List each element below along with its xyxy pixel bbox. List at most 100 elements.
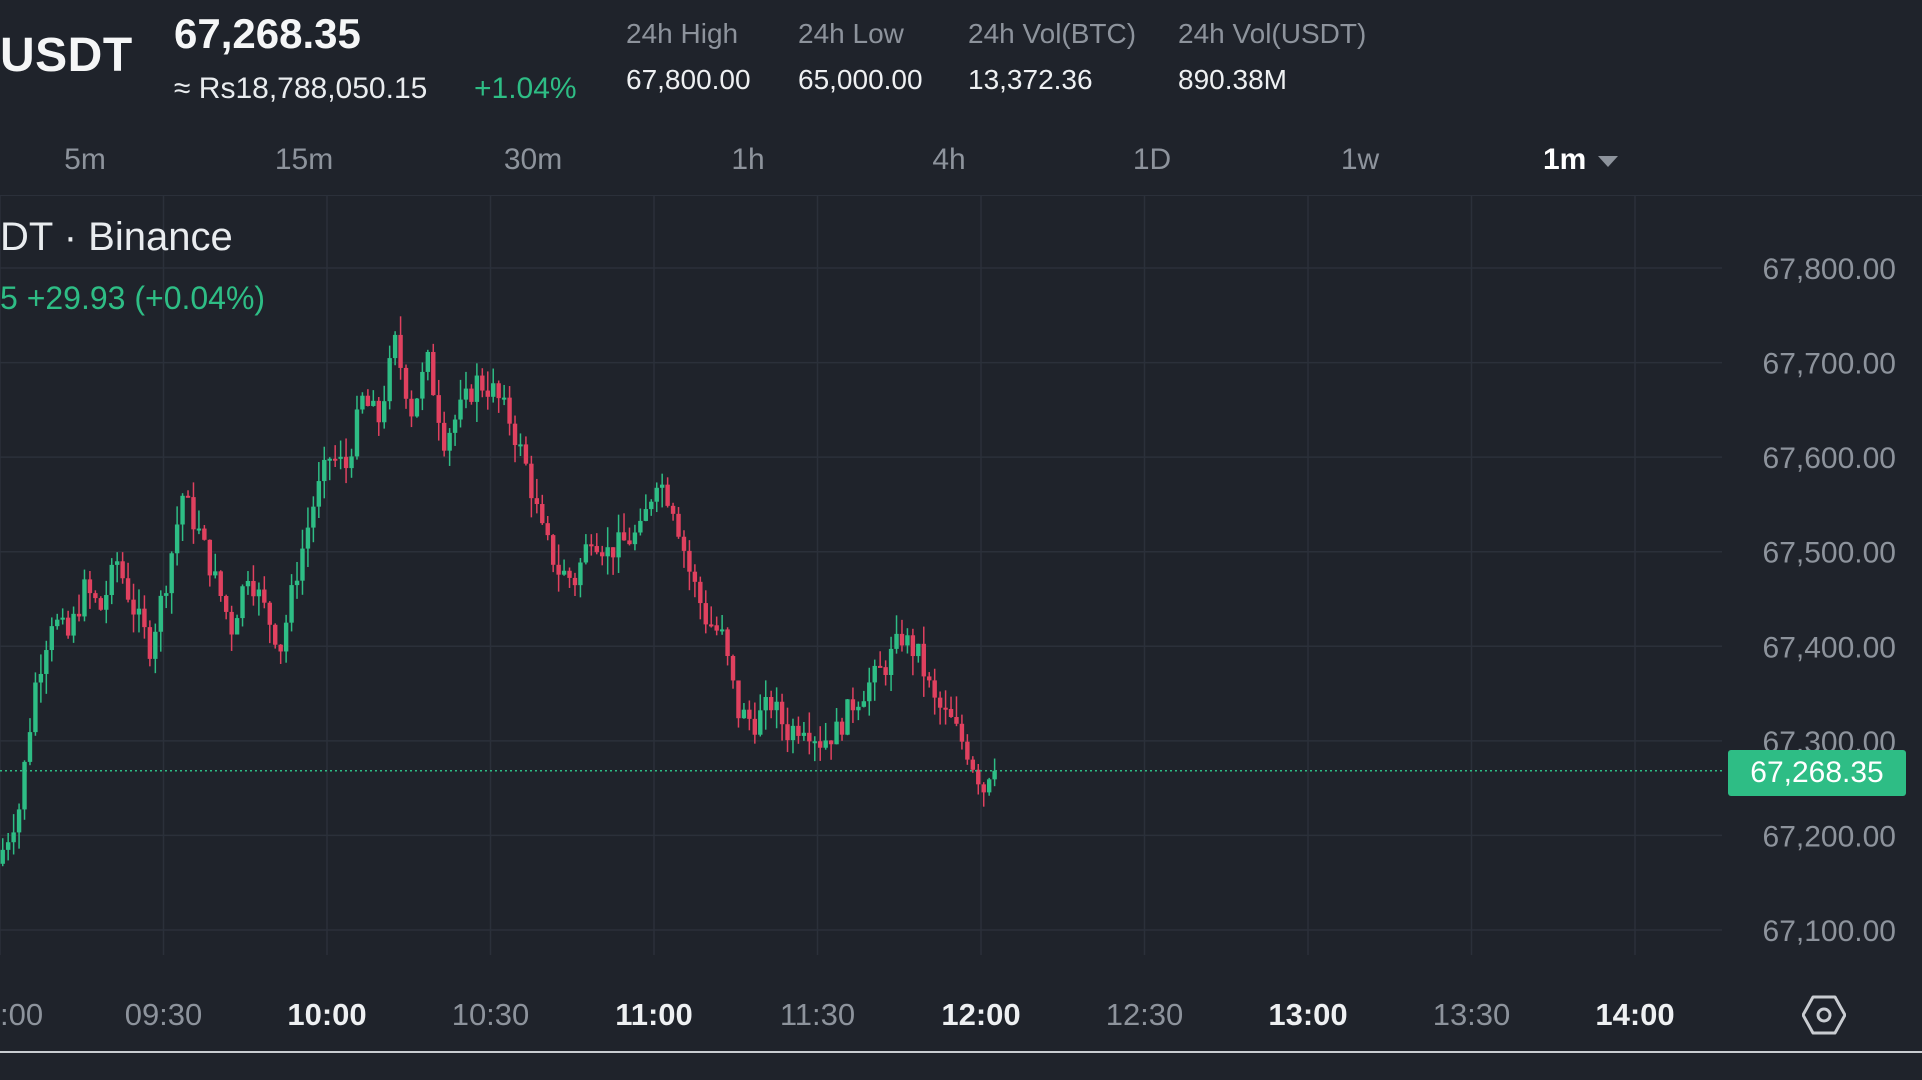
timeframe-15m[interactable]: 15m — [274, 143, 334, 176]
candle-down — [600, 552, 605, 557]
candle-up — [872, 665, 877, 683]
candle-down — [965, 741, 970, 760]
candle-down — [496, 383, 501, 399]
candle-down — [937, 697, 943, 708]
candle-up — [11, 832, 16, 843]
timeframe-bar: 5m 15m 30m 1h 4h 1D 1w 1m — [0, 135, 1922, 196]
hexagon-settings-icon[interactable] — [1802, 993, 1846, 1037]
candle-up — [322, 459, 327, 482]
candle-up — [741, 709, 747, 719]
candle-up — [823, 740, 828, 748]
x-tick-label: :00 — [0, 997, 43, 1032]
candle-up — [44, 650, 49, 674]
candle-up — [616, 532, 621, 558]
candle-up — [474, 375, 480, 402]
candle-down — [332, 458, 338, 461]
x-axis: :00 09:30 10:00 10:30 11:00 11:30 12:00 12:30 13… — [0, 997, 1675, 1032]
candle-down — [251, 580, 256, 597]
candle-up — [240, 586, 245, 619]
candle-down — [692, 571, 698, 582]
candle-down — [714, 625, 719, 631]
timeframe-1h[interactable]: 1h — [731, 143, 765, 176]
last-price: 67,268.35 — [174, 10, 361, 57]
candle-down — [698, 581, 703, 604]
candle-down — [883, 667, 888, 675]
candle-up — [894, 633, 899, 649]
candle-down — [191, 497, 196, 530]
candle-up — [60, 617, 65, 620]
candle-down — [621, 532, 627, 541]
timeframe-5m[interactable]: 5m — [64, 143, 106, 176]
candle-up — [382, 401, 387, 423]
candle-up — [136, 608, 142, 615]
candle-down — [921, 643, 926, 677]
candle-up — [992, 770, 997, 780]
candle-up — [812, 741, 817, 744]
candle-up — [234, 618, 240, 635]
candle-up — [916, 643, 921, 657]
stat-label: 24h Vol(BTC) — [968, 18, 1137, 49]
fiat-price: ≈ Rs18,788,050.15 — [174, 72, 428, 105]
candle-up — [758, 710, 763, 735]
pair-symbol[interactable]: USDT — [0, 29, 133, 82]
candle-up — [16, 809, 22, 833]
candle-up — [561, 570, 567, 575]
timeframe-1d[interactable]: 1D — [1132, 143, 1172, 176]
candle-down — [403, 367, 409, 399]
candle-down — [87, 579, 93, 594]
candle-up — [518, 444, 523, 447]
candle-up — [583, 544, 589, 563]
candle-down — [262, 589, 267, 603]
candle-down — [681, 536, 687, 551]
candle-down — [709, 624, 714, 627]
stat-24h-vol-btc: 24h Vol(BTC) 13,372.36 — [968, 18, 1136, 96]
candle-down — [932, 680, 937, 698]
candle-down — [785, 724, 790, 741]
stat-label: 24h High — [626, 18, 739, 49]
candle-up — [425, 351, 431, 372]
candle-down — [267, 602, 272, 625]
candle-up — [49, 626, 54, 651]
candle-down — [959, 723, 965, 742]
candle-down — [747, 709, 752, 719]
candle-down — [703, 603, 708, 625]
candle-down — [507, 397, 512, 424]
candle-up — [153, 631, 158, 659]
candle-up — [338, 456, 343, 459]
candle-down — [839, 721, 845, 735]
candle-up — [632, 532, 638, 545]
candle-up — [719, 629, 725, 632]
timeframe-1w[interactable]: 1w — [1340, 143, 1380, 176]
candle-down — [76, 613, 82, 617]
candle-down — [343, 456, 349, 469]
candle-down — [65, 617, 71, 636]
candle-up — [245, 580, 251, 587]
candle-up — [392, 334, 398, 359]
candle-down — [431, 351, 436, 396]
current-price-tag: 67,268.35 — [1728, 750, 1906, 796]
candle-down — [223, 596, 229, 612]
timeframe-4h[interactable]: 4h — [932, 143, 966, 176]
ticker-header: USDT 67,268.35 ≈ Rs18,788,050.15 +1.04% … — [0, 0, 1922, 135]
candle-down — [202, 528, 207, 540]
timeframe-30m[interactable]: 30m — [503, 143, 563, 176]
candle-down — [970, 759, 976, 770]
candle-up — [27, 732, 33, 762]
x-tick-label: 12:00 — [941, 997, 1020, 1032]
candle-down — [981, 784, 986, 793]
candle-up — [82, 579, 87, 617]
candle-down — [779, 701, 785, 725]
y-tick-label: 67,700.00 — [1763, 348, 1896, 381]
candle-down — [725, 629, 730, 657]
price-chart[interactable]: 67,800.00 67,700.00 67,600.00 67,500.00 67,4… — [0, 195, 1922, 1055]
y-tick-label: 67,200.00 — [1763, 820, 1896, 853]
candle-down — [98, 598, 104, 610]
x-tick-label: 10:00 — [287, 997, 366, 1032]
candle-up — [104, 595, 109, 610]
candle-up — [300, 548, 305, 581]
candle-up — [605, 547, 610, 557]
timeframe-dropdown[interactable]: 1m — [1543, 143, 1619, 177]
candle-down — [828, 740, 834, 745]
candle-down — [594, 546, 599, 553]
x-tick-label: 10:30 — [452, 997, 530, 1032]
